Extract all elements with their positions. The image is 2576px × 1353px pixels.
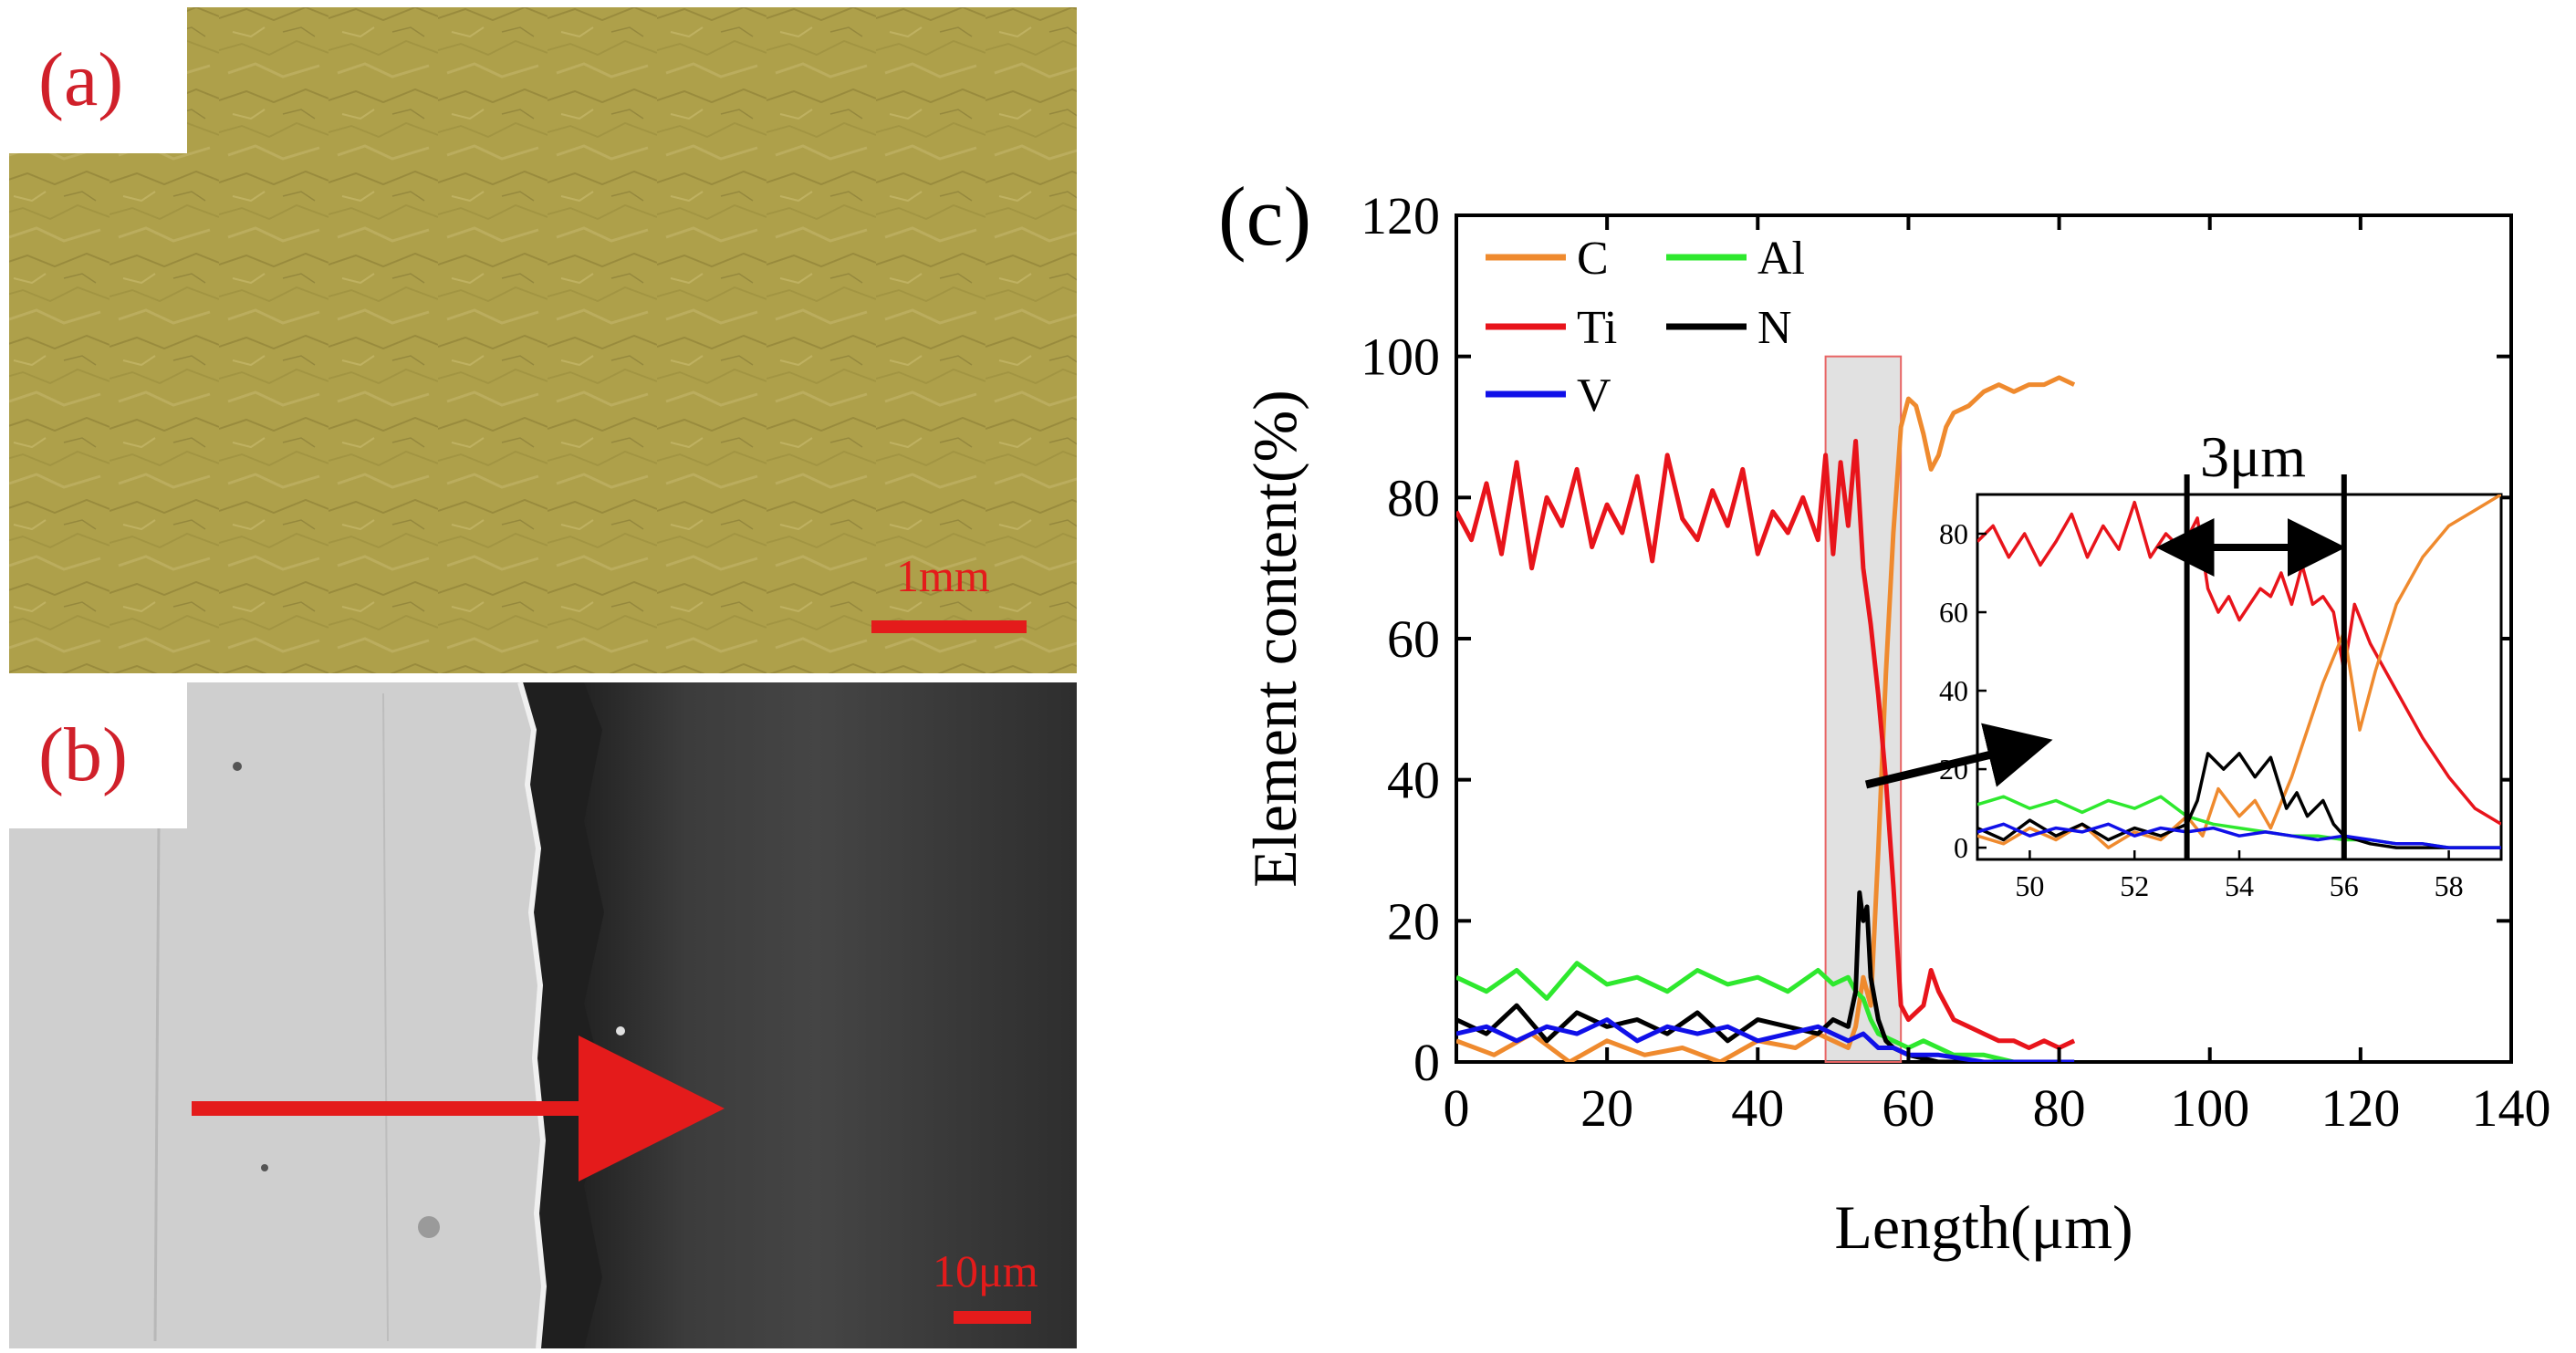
legend-label-al: Al xyxy=(1757,233,1805,285)
inset-y-tick-label: 0 xyxy=(1954,831,1968,864)
y-tick-label: 100 xyxy=(1361,328,1440,387)
panel-c: (c) 0 20 40 60 80 100 120 140 0 20 40 60 80 100 120 Le… xyxy=(1218,170,2551,1262)
y-tick-label: 0 xyxy=(1413,1033,1440,1092)
series-line-ti xyxy=(1456,439,2076,1050)
y-tick-label: 80 xyxy=(1387,468,1440,527)
legend-label-n: N xyxy=(1757,302,1792,354)
inset-x-tick-label: 52 xyxy=(2120,869,2149,902)
inset-y-tick-label: 60 xyxy=(1939,596,1968,629)
inset-series-line-v xyxy=(1977,822,2501,849)
scale-bar-a-text: 1mm xyxy=(896,550,990,601)
panel-a: (a) 1mm xyxy=(9,7,1077,673)
label-b-box xyxy=(9,682,187,828)
y-tick-label: 60 xyxy=(1387,609,1440,669)
x-tick-label: 20 xyxy=(1580,1078,1633,1138)
inset-markers xyxy=(2155,474,2347,859)
inset-series-line-ti xyxy=(1977,500,2501,826)
sem-coating xyxy=(557,682,1077,1348)
scale-bar-a xyxy=(871,620,1027,633)
y-tick-label: 40 xyxy=(1387,751,1440,810)
x-tick-label: 0 xyxy=(1444,1078,1470,1138)
series-line-v xyxy=(1456,1017,2075,1062)
label-a-box xyxy=(9,7,187,153)
scale-bar-b xyxy=(954,1311,1031,1324)
legend-label-v: V xyxy=(1577,369,1611,422)
scale-bar-b-text: 10μm xyxy=(933,1245,1038,1296)
series-group xyxy=(1456,375,2076,1062)
main-chart: 0 20 40 60 80 100 120 140 0 20 40 60 80 100 120 Length… xyxy=(1240,186,2551,1262)
x-tick-label: 140 xyxy=(2472,1078,2551,1138)
sem-defect xyxy=(233,762,242,771)
inset-annotation: 3μm xyxy=(2200,424,2306,489)
legend-label-c: C xyxy=(1577,233,1609,285)
series-line-al xyxy=(1456,961,2075,1062)
highlight-region xyxy=(1824,355,1903,1063)
sem-defect xyxy=(418,1216,440,1238)
axis-ticks: 0 20 40 60 80 100 120 140 0 20 40 60 80 100 120 xyxy=(1361,186,2551,1138)
sem-streak xyxy=(382,692,389,1342)
y-tick-label: 20 xyxy=(1387,891,1440,951)
inset-x-tick-label: 58 xyxy=(2435,869,2464,902)
x-tick-label: 60 xyxy=(1882,1078,1935,1138)
panel-a-label: (a) xyxy=(38,37,123,122)
x-tick-label: 120 xyxy=(2320,1078,2400,1138)
sem-interface-edge xyxy=(517,682,548,1349)
legend-label-ti: Ti xyxy=(1577,302,1617,354)
y-axis-label: Element content(%) xyxy=(1240,390,1309,888)
inset-y-tick-label: 80 xyxy=(1939,517,1968,550)
series-line-n xyxy=(1456,890,2075,1062)
panel-b-label: (b) xyxy=(38,713,128,797)
legend: C Al Ti N V xyxy=(1486,233,1805,422)
y-tick-label: 120 xyxy=(1361,186,1440,245)
inset-x-tick-label: 50 xyxy=(2015,869,2044,902)
panel-c-label: (c) xyxy=(1218,170,1311,263)
x-tick-label: 80 xyxy=(2033,1078,2086,1138)
series-line-c xyxy=(1456,375,2076,1062)
inset-x-tick-label: 56 xyxy=(2330,869,2359,902)
x-tick-label: 100 xyxy=(2170,1078,2249,1138)
inset-pointer-arrow xyxy=(1864,723,2053,789)
inset-y-tick-label: 40 xyxy=(1939,674,1968,707)
sem-defect xyxy=(616,1026,625,1036)
sem-defect xyxy=(261,1164,268,1171)
x-axis-label: Length(μm) xyxy=(1834,1192,2133,1262)
panel-b: (b) 10μm xyxy=(9,682,1077,1349)
inset-x-tick-label: 54 xyxy=(2225,869,2254,902)
x-tick-label: 40 xyxy=(1731,1078,1784,1138)
